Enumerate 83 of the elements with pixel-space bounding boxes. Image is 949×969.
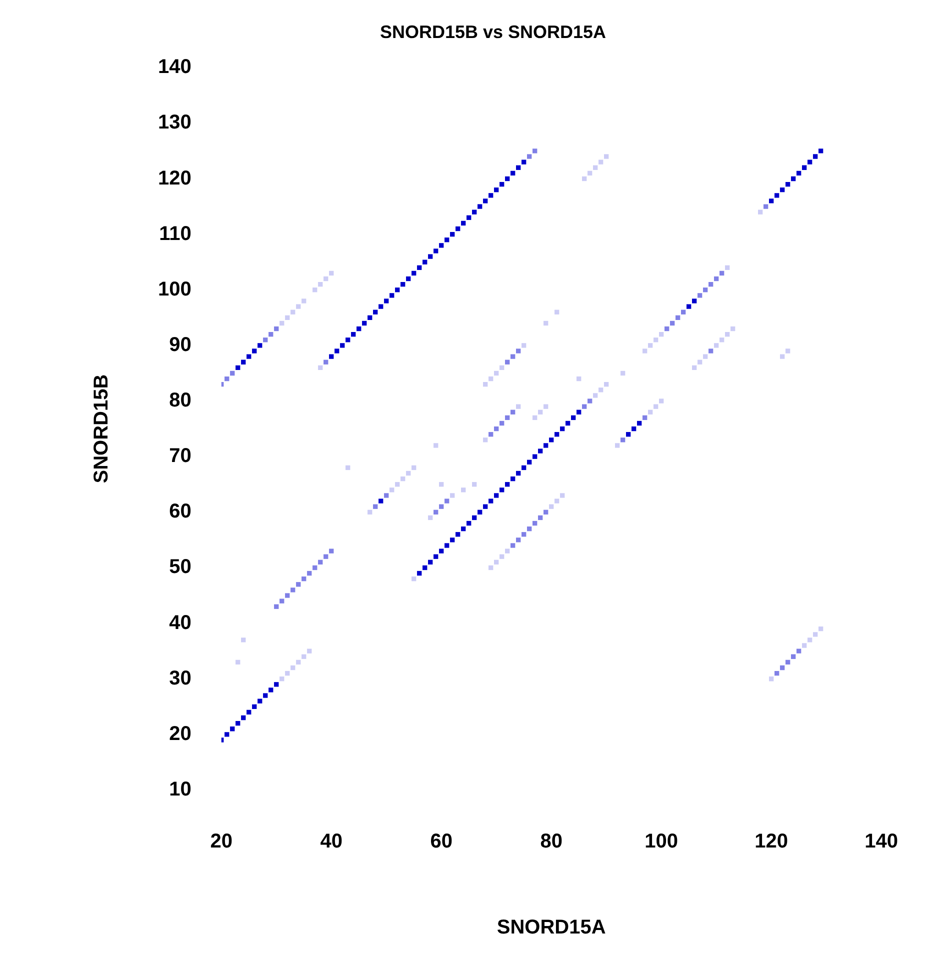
- y-axis-title: SNORD15B: [90, 374, 113, 484]
- point: [510, 354, 516, 359]
- point: [510, 410, 516, 414]
- chart-title: SNORD15B vs SNORD15A: [380, 22, 606, 42]
- point: [280, 598, 284, 604]
- point: [670, 320, 675, 326]
- point: [532, 148, 538, 154]
- y-tick-label: 100: [158, 278, 192, 300]
- point: [384, 493, 389, 498]
- point: [296, 582, 301, 587]
- point: [544, 510, 548, 514]
- x-tick-label: 20: [210, 830, 232, 853]
- y-tick-label: 80: [169, 390, 192, 412]
- point: [790, 654, 796, 659]
- point: [702, 288, 708, 292]
- point: [324, 554, 328, 559]
- point: [285, 593, 290, 598]
- point: [522, 532, 526, 537]
- point: [780, 665, 785, 670]
- point: [527, 526, 532, 532]
- point: [434, 510, 438, 514]
- point: [488, 432, 494, 437]
- point: [620, 438, 626, 442]
- y-tick-label: 140: [158, 56, 192, 78]
- point: [263, 338, 268, 342]
- y-tick-label: 120: [158, 167, 192, 190]
- point: [681, 310, 686, 314]
- point: [324, 360, 328, 364]
- point: [714, 276, 719, 282]
- point: [439, 504, 444, 509]
- point: [664, 326, 670, 332]
- x-axis-title: SNORD15A: [496, 916, 606, 939]
- y-tick-label: 30: [169, 667, 192, 690]
- point: [444, 498, 450, 504]
- point: [307, 570, 312, 576]
- point: [373, 504, 378, 509]
- point: [510, 543, 516, 548]
- y-tick-label: 130: [158, 112, 192, 134]
- point: [763, 204, 768, 209]
- point: [505, 415, 510, 420]
- point: [274, 326, 279, 332]
- point: [785, 660, 790, 665]
- y-tick-label: 10: [169, 778, 192, 801]
- point: [329, 548, 334, 554]
- point: [532, 520, 538, 526]
- y-tick-label: 60: [169, 500, 192, 523]
- y-tick-label: 110: [159, 222, 192, 245]
- point: [302, 576, 306, 582]
- point: [312, 565, 318, 570]
- point: [527, 154, 532, 159]
- point: [516, 348, 521, 354]
- x-tick-label: 140: [864, 830, 898, 853]
- point: [494, 426, 499, 432]
- point: [538, 515, 543, 520]
- point: [500, 420, 504, 426]
- y-tick-label: 50: [169, 556, 192, 578]
- point: [588, 398, 592, 404]
- point: [268, 332, 274, 337]
- x-tick-label: 40: [320, 830, 342, 853]
- y-tick-label: 90: [169, 334, 192, 356]
- x-tick-label: 100: [644, 830, 678, 853]
- y-tick-label: 70: [169, 445, 192, 468]
- point: [505, 360, 510, 364]
- y-tick-label: 20: [169, 722, 192, 745]
- point: [582, 404, 587, 409]
- point: [708, 282, 714, 287]
- y-tick-label: 40: [169, 612, 192, 634]
- point: [697, 293, 702, 298]
- point: [516, 538, 521, 542]
- point: [796, 648, 802, 654]
- point: [230, 370, 235, 376]
- point: [224, 376, 230, 382]
- point: [708, 348, 714, 354]
- x-tick-label: 80: [540, 830, 562, 853]
- point: [318, 560, 323, 564]
- point: [290, 588, 296, 592]
- point: [676, 315, 680, 320]
- point: [274, 604, 279, 609]
- point: [774, 670, 780, 676]
- point: [719, 270, 724, 276]
- point: [642, 415, 648, 420]
- x-tick-label: 60: [430, 830, 452, 853]
- x-tick-label: 120: [754, 830, 788, 853]
